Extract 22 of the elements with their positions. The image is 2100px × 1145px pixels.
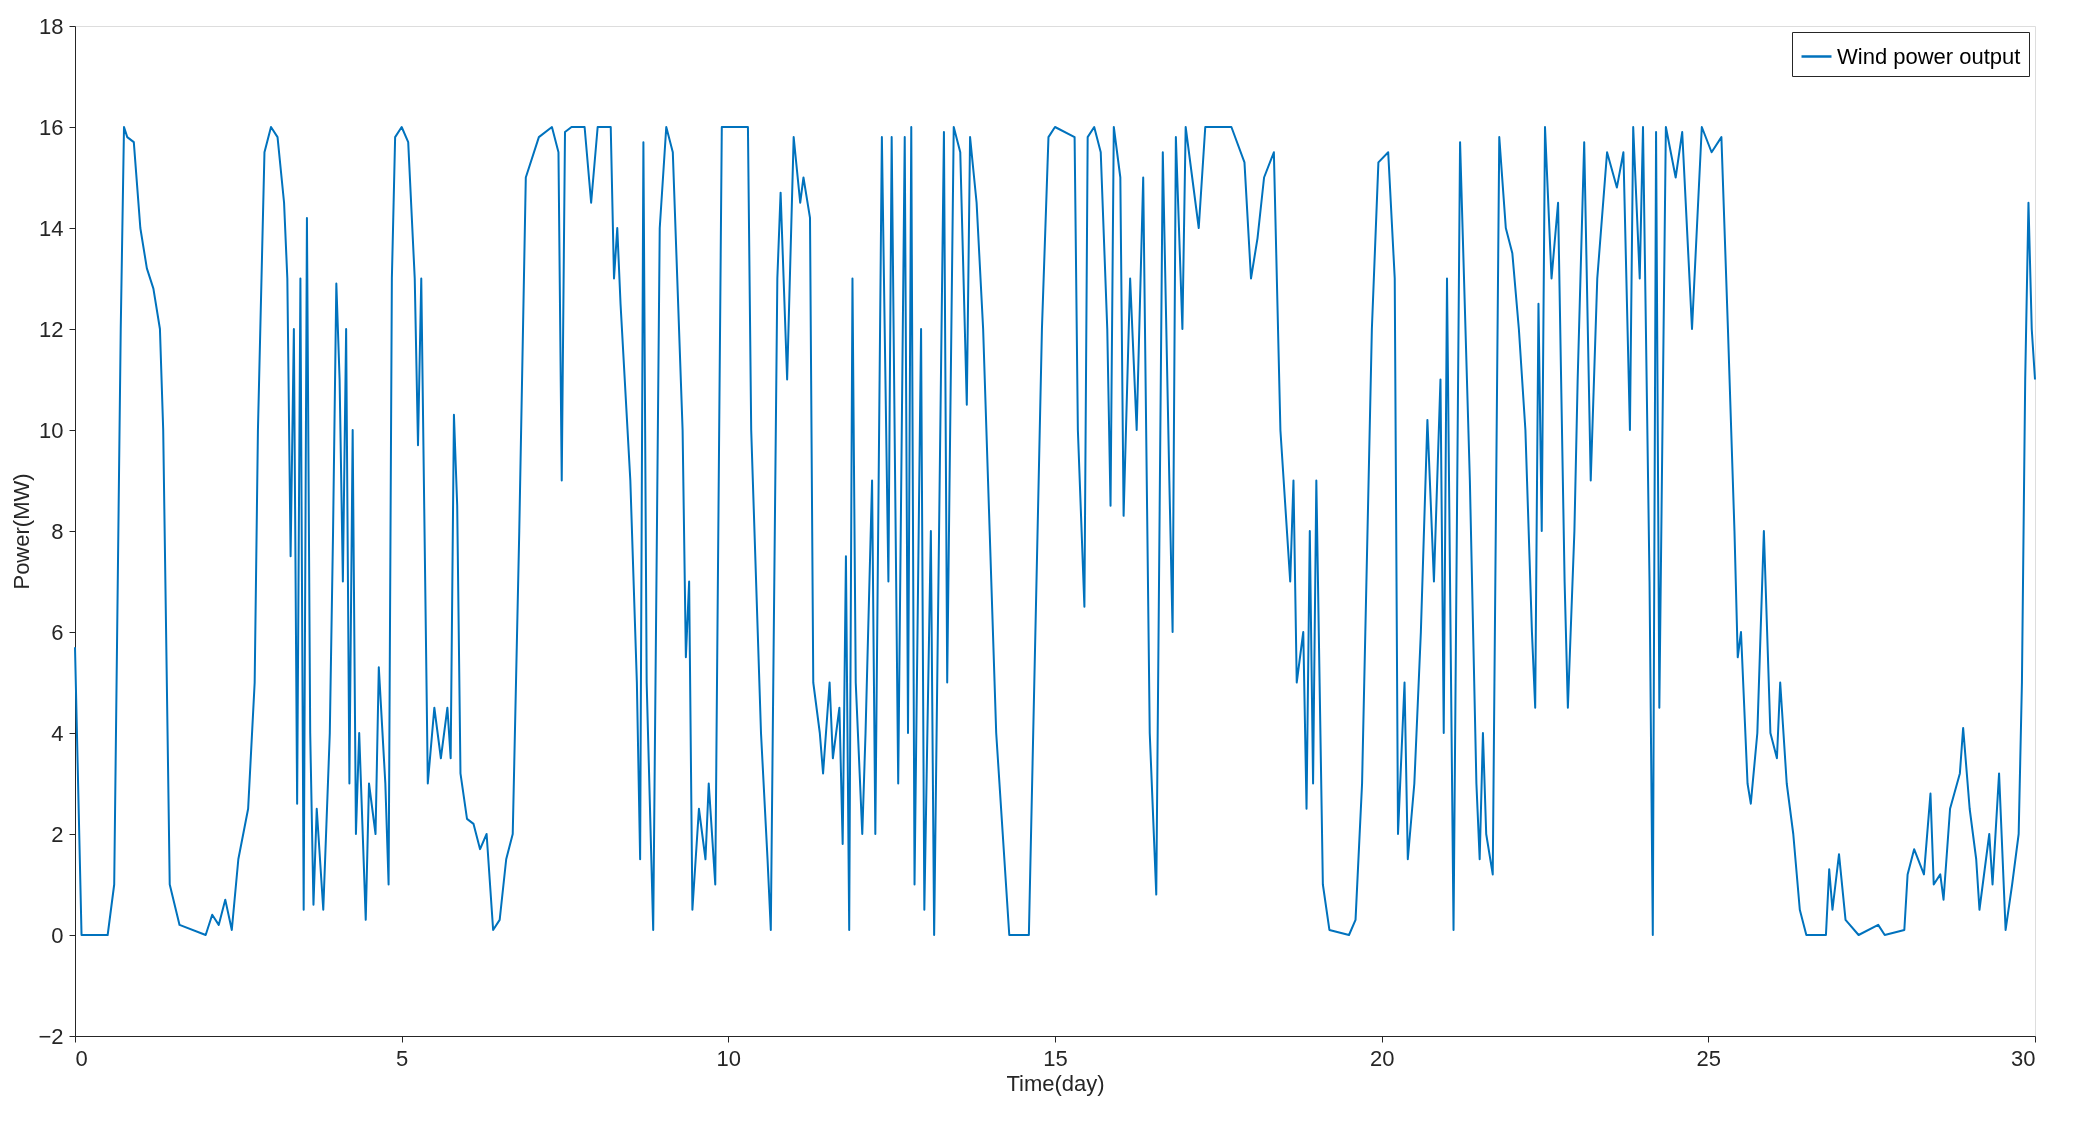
line-series [74, 126, 2036, 936]
x-tick-label: 10 [716, 1045, 742, 1071]
y-tick-label: 10 [39, 417, 64, 443]
y-tick-label: 16 [39, 114, 64, 140]
x-axis-title: Time(day) [1006, 1070, 1105, 1096]
legend-label: Wind power output [1837, 43, 2021, 69]
y-tick-label: 4 [51, 720, 64, 746]
y-tick-label: 18 [39, 13, 64, 39]
y-tick-label: −2 [38, 1023, 64, 1049]
y-tick-label: 2 [51, 821, 64, 847]
x-tick-label: 5 [396, 1045, 409, 1071]
x-tick-label: 20 [1369, 1045, 1395, 1071]
y-tick-label: 14 [39, 215, 64, 241]
y-axis-title: Power(MW) [9, 473, 35, 590]
x-tick-label: 25 [1696, 1045, 1722, 1071]
y-tick-label: 0 [51, 922, 64, 948]
y-tick-label: 8 [51, 518, 64, 544]
y-tick-label: 12 [39, 316, 64, 342]
x-tick-label: 30 [2011, 1045, 2036, 1071]
x-tick-label: 0 [75, 1045, 88, 1071]
y-tick-label: 6 [51, 619, 64, 645]
x-tick-label: 15 [1043, 1045, 1068, 1071]
